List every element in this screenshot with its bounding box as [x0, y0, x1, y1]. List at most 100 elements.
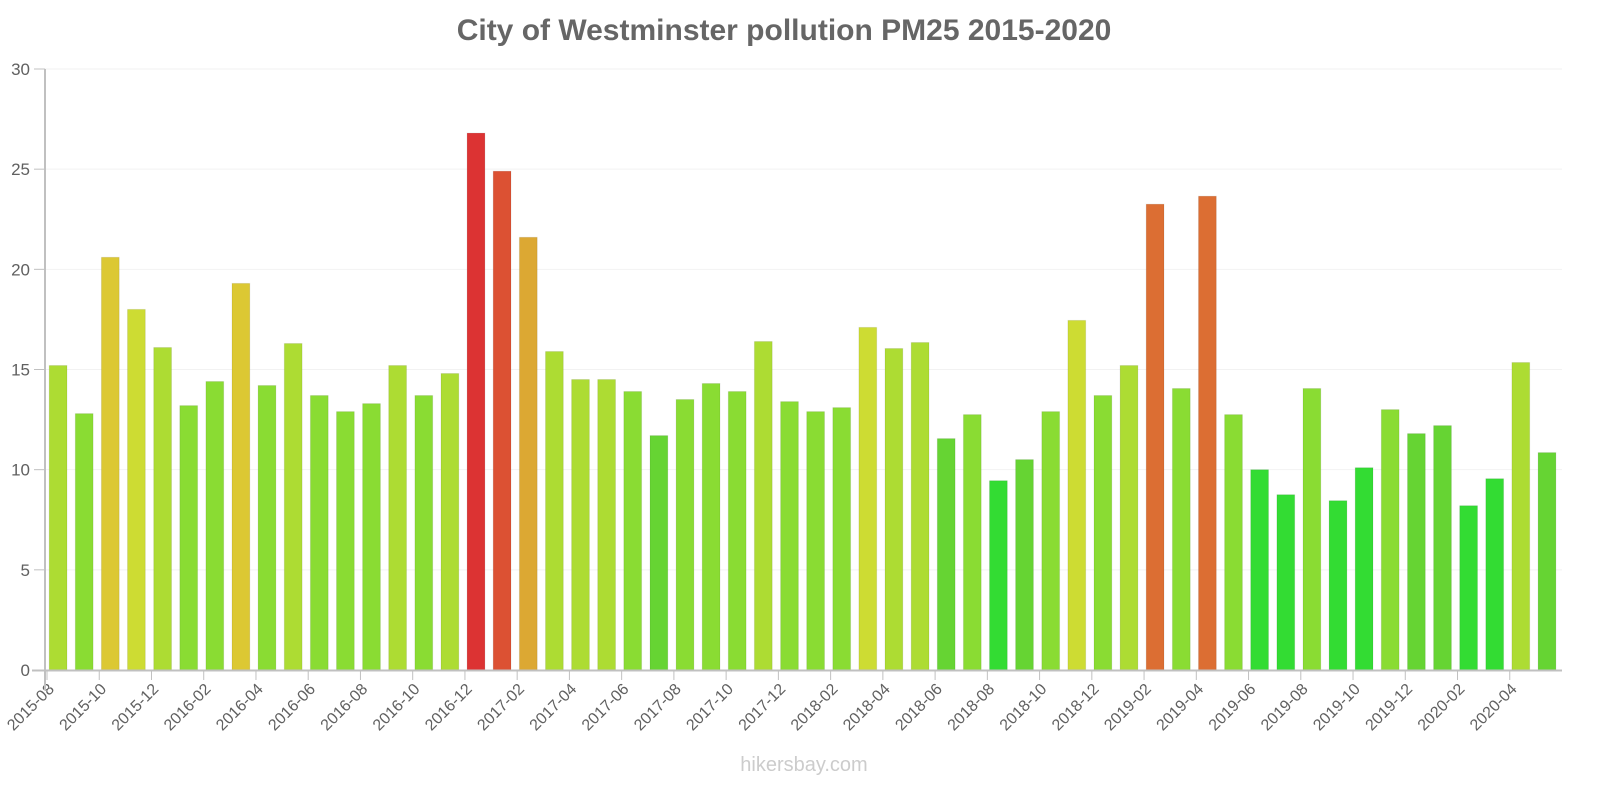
x-tick-label: 2015-10: [57, 681, 111, 735]
x-tick-label: 2015-08: [4, 681, 58, 735]
bar-2018-06[interactable]: 2018-06: 11.55: [936, 438, 956, 671]
x-tick-label: 2016-04: [213, 681, 267, 735]
bar-2019-08[interactable]: 2019-08: 14.05: [1302, 388, 1322, 671]
bar-2015-08[interactable]: 2015-08: 15.2: [48, 365, 68, 671]
bar-2019-09[interactable]: 2019-09: 8.45: [1328, 500, 1348, 671]
x-tick-label: 2017-02: [474, 681, 528, 735]
x-tick-label: 2016-12: [422, 681, 476, 735]
bar-2018-08[interactable]: 2018-08: 9.45: [989, 480, 1008, 671]
bar-2019-10[interactable]: 2019-10: 10.1: [1354, 467, 1374, 671]
x-tick-label: 2017-08: [631, 681, 685, 735]
y-tick-label: 15: [11, 361, 30, 380]
bar-2019-02[interactable]: 2019-02: 23.25: [1145, 203, 1165, 671]
bar-2016-10[interactable]: 2016-10: 13.7: [414, 395, 434, 671]
x-tick-label: 2017-10: [683, 681, 737, 735]
bar-2017-10[interactable]: 2017-10: 13.9: [727, 391, 747, 671]
bar-2016-04[interactable]: 2016-04: 14.2: [257, 385, 277, 671]
bar-2016-09[interactable]: 2016-09: 15.2: [388, 365, 408, 671]
bar-2018-05[interactable]: 2018-05: 16.35: [910, 342, 930, 671]
x-tick-label: 2018-06: [892, 681, 946, 735]
bar-2016-05[interactable]: 2016-05: 16.3: [283, 343, 303, 671]
bar-2018-02[interactable]: 2018-02: 13.1: [832, 407, 852, 671]
bar-2017-09[interactable]: 2017-09: 14.3: [701, 383, 721, 671]
bar-2017-02[interactable]: 2017-02: 21.6: [518, 236, 538, 671]
bar-2015-09[interactable]: 2015-09: 12.8: [74, 413, 94, 671]
x-tick-label: 2019-02: [1101, 681, 1155, 735]
bar-2016-01[interactable]: 2016-01: 13.2: [179, 405, 199, 671]
bar-2016-08[interactable]: 2016-08: 13.3: [362, 403, 381, 671]
bar-2016-06[interactable]: 2016-06: 13.7: [309, 395, 329, 671]
bar-2018-11[interactable]: 2018-11: 17.45: [1067, 319, 1087, 671]
bar-2017-07[interactable]: 2017-07: 11.7: [649, 435, 669, 671]
bar-2019-11[interactable]: 2019-11: 13: [1380, 409, 1400, 671]
bar-2019-06[interactable]: 2019-06: 10: [1250, 469, 1269, 671]
y-tick-label: 20: [11, 260, 30, 279]
bar-2018-04[interactable]: 2018-04: 16.05: [884, 348, 904, 671]
x-tick-label: 2019-06: [1206, 681, 1260, 735]
x-tick-label: 2016-06: [265, 681, 319, 735]
bar-2020-03[interactable]: 2020-03: 9.55: [1485, 478, 1505, 671]
bar-2020-05[interactable]: 2020-05: 10.85: [1537, 452, 1557, 671]
bar-2016-02[interactable]: 2016-02: 14.4: [205, 381, 225, 671]
bar-2016-12[interactable]: 2016-12: 26.8: [466, 132, 486, 671]
x-tick-label: 2016-08: [318, 681, 372, 735]
x-tick-label: 2019-04: [1154, 681, 1208, 735]
x-tick-label: 2017-06: [579, 681, 633, 735]
x-tick-label: 2016-02: [161, 681, 215, 735]
x-tick-label: 2016-10: [370, 681, 424, 735]
y-tick-label: 30: [11, 60, 30, 79]
bar-2018-07[interactable]: 2018-07: 12.75: [962, 414, 982, 671]
bar-2017-03[interactable]: 2017-03: 15.9: [545, 351, 564, 671]
bar-2015-12[interactable]: 2015-12: 16.1: [153, 347, 172, 671]
bar-2019-07[interactable]: 2019-07: 8.75: [1276, 494, 1296, 671]
x-tick-label: 2017-12: [736, 681, 790, 735]
bar-2015-10[interactable]: 2015-10: 20.6: [100, 256, 120, 671]
bar-2017-04[interactable]: 2017-04: 14.5: [571, 379, 590, 671]
bar-2018-10[interactable]: 2018-10: 12.9: [1041, 411, 1061, 671]
x-tick-label: 2020-04: [1467, 681, 1521, 735]
bar-2017-01[interactable]: 2017-01: 24.9: [492, 170, 512, 671]
bar-2016-11[interactable]: 2016-11: 14.8: [440, 373, 460, 671]
bar-2018-01[interactable]: 2018-01: 12.9: [806, 411, 826, 671]
bar-2017-11[interactable]: 2017-11: 16.4: [753, 341, 773, 671]
bar-2017-12[interactable]: 2017-12: 13.4: [780, 401, 799, 671]
bar-2019-01[interactable]: 2019-01: 15.2: [1119, 365, 1139, 671]
x-tick-label: 2020-02: [1415, 681, 1469, 735]
bar-2019-05[interactable]: 2019-05: 12.75: [1224, 414, 1243, 671]
bar-2017-06[interactable]: 2017-06: 13.9: [623, 391, 643, 671]
y-axis-ticks: 0 5 10 15 20 25 30: [11, 60, 45, 680]
bar-2018-12[interactable]: 2018-12: 13.7: [1093, 395, 1113, 671]
bar-2017-05[interactable]: 2017-05: 14.5: [597, 379, 617, 671]
bar-2019-04[interactable]: 2019-04: 23.65: [1198, 195, 1217, 671]
bar-2020-01[interactable]: 2020-01: 12.2: [1433, 425, 1452, 671]
bar-2019-12[interactable]: 2019-12: 11.8: [1407, 433, 1426, 671]
bars: 2015-08: 15.2 2015-09: 12.8 2015-10: 20.6 2…: [48, 132, 1557, 671]
y-tick-label: 10: [11, 461, 30, 480]
bar-2016-03[interactable]: 2016-03: 19.3: [231, 282, 251, 671]
watermark: hikersbay.com: [740, 754, 868, 776]
x-tick-label: 2019-12: [1363, 681, 1417, 735]
x-tick-label: 2019-10: [1310, 681, 1364, 735]
x-tick-label: 2018-04: [840, 681, 894, 735]
bar-2018-09[interactable]: 2018-09: 10.5: [1015, 459, 1034, 671]
x-tick-label: 2018-08: [945, 681, 999, 735]
bar-2017-08[interactable]: 2017-08: 13.5: [675, 399, 695, 671]
y-tick-label: 5: [21, 561, 30, 580]
bar-2016-07[interactable]: 2016-07: 12.9: [336, 411, 355, 671]
x-tick-label: 2017-04: [527, 681, 581, 735]
bar-2020-04[interactable]: 2020-04: 15.35: [1511, 362, 1531, 671]
y-tick-label: 0: [21, 661, 30, 680]
y-tick-label: 25: [11, 160, 30, 179]
bar-2020-02[interactable]: 2020-02: 8.2: [1459, 505, 1478, 671]
x-tick-label: 2018-12: [1049, 681, 1103, 735]
x-axis-ticks: 2015-082015-102015-122016-022016-042016-…: [4, 670, 1521, 735]
x-tick-label: 2018-02: [788, 681, 842, 735]
bar-2015-11[interactable]: 2015-11: 18: [127, 308, 146, 671]
bar-2019-03[interactable]: 2019-03: 14.05: [1171, 388, 1191, 671]
chart-title: City of Westminster pollution PM25 2015-…: [456, 14, 1112, 47]
x-tick-label: 2019-08: [1258, 681, 1312, 735]
x-tick-label: 2018-10: [997, 681, 1051, 735]
x-tick-label: 2015-12: [109, 681, 163, 735]
bar-2018-03[interactable]: 2018-03: 17.1: [858, 326, 878, 671]
